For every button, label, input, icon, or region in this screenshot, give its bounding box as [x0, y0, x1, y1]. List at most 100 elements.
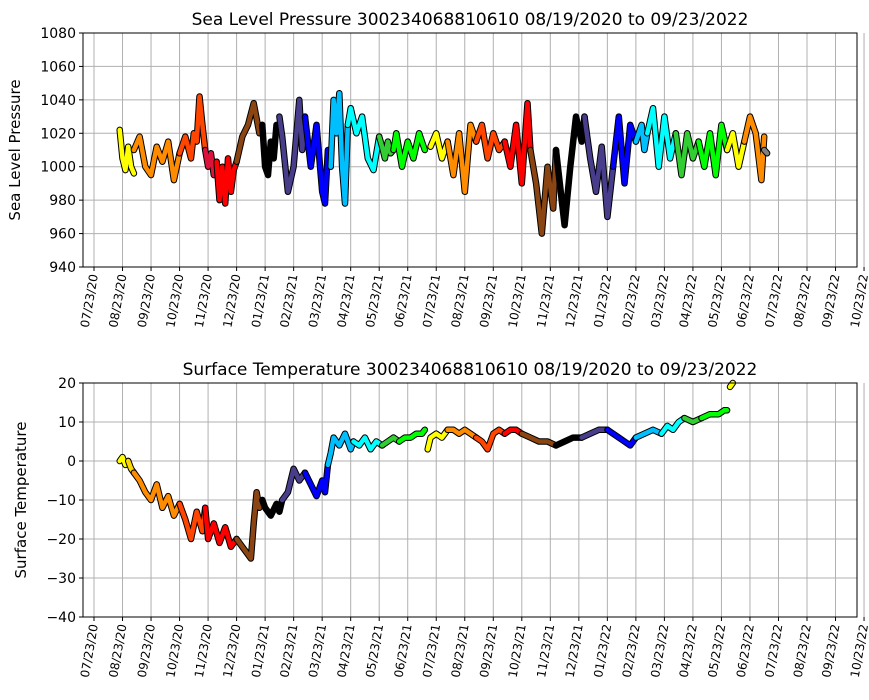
x-tick-label: 07/23/20 — [78, 273, 101, 329]
x-tick-label: 04/23/21 — [334, 623, 357, 679]
x-tick-label: 12/23/20 — [220, 273, 243, 329]
x-tick-label: 09/23/22 — [819, 623, 842, 679]
x-tick-label: 02/23/22 — [620, 273, 643, 329]
x-tick-label: 06/23/21 — [392, 273, 415, 329]
y-tick-label: 1060 — [40, 59, 76, 75]
x-tick-label: 09/23/21 — [477, 273, 500, 329]
x-tick-label: 07/23/20 — [78, 623, 101, 679]
x-tick-label: 03/23/22 — [648, 623, 671, 679]
series-line — [502, 100, 533, 186]
x-tick-label: 11/23/21 — [534, 623, 557, 679]
series-line — [202, 505, 239, 550]
x-tick-label: 10/23/20 — [163, 623, 186, 679]
series-line — [396, 427, 428, 444]
series-line — [582, 114, 616, 220]
y-tick-label: 1020 — [40, 126, 76, 142]
x-tick-label: 10/23/22 — [848, 273, 869, 329]
series-line — [724, 131, 747, 169]
x-tick-label: 06/23/22 — [734, 623, 757, 679]
series-line — [131, 470, 182, 518]
series-line — [260, 497, 285, 518]
y-axis-label: Surface Temperature — [12, 422, 30, 579]
x-tick-label: 07/23/21 — [420, 273, 443, 329]
series-line — [696, 122, 730, 178]
x-tick-label: 07/23/22 — [762, 623, 785, 679]
x-tick-label: 08/23/22 — [791, 273, 814, 329]
series-line — [645, 105, 679, 169]
series-line — [528, 147, 559, 236]
series-line — [699, 408, 730, 421]
series-line — [260, 122, 282, 178]
x-tick-label: 08/23/22 — [791, 623, 814, 679]
x-tick-label: 02/23/21 — [277, 273, 300, 329]
x-tick-label: 11/23/20 — [192, 273, 215, 329]
chart-title: Sea Level Pressure 300234068810610 08/19… — [192, 10, 749, 30]
x-tick-label: 11/23/21 — [534, 273, 557, 329]
x-tick-label: 07/23/22 — [762, 273, 785, 329]
series-line — [502, 427, 525, 436]
y-tick-label: 980 — [49, 193, 76, 209]
x-tick-label: 11/23/20 — [192, 623, 215, 679]
y-tick-label: 1040 — [40, 93, 76, 109]
series-line — [633, 122, 650, 153]
series-line — [325, 431, 356, 468]
x-tick-label: 04/23/22 — [677, 623, 700, 679]
series-line — [379, 435, 402, 448]
y-tick-label: −30 — [46, 571, 76, 587]
series-line — [553, 114, 587, 228]
series-group — [116, 379, 737, 562]
x-tick-label: 01/23/21 — [249, 273, 272, 329]
chart-panel-2: −40 −30 −20 −10 0 10 20 07/23/20 08/23/20 09/23/2… — [12, 360, 869, 679]
chart-title: Surface Temperature 300234068810610 08/1… — [183, 360, 758, 380]
x-tick-label: 10/23/21 — [506, 623, 529, 679]
series-line — [279, 466, 308, 503]
x-tick-label: 02/23/21 — [277, 623, 300, 679]
x-tick-label: 09/23/20 — [135, 623, 158, 679]
x-tick-label: 09/23/21 — [477, 623, 500, 679]
y-tick-label: −20 — [46, 532, 76, 548]
y-tick-label: 1000 — [40, 160, 76, 176]
x-tick-label: 05/23/22 — [705, 623, 728, 679]
x-tick-label: 08/23/21 — [449, 623, 472, 679]
series-line — [428, 131, 450, 161]
series-line — [302, 462, 331, 499]
series-line — [473, 122, 507, 161]
series-line — [673, 131, 701, 178]
series-line — [328, 90, 351, 206]
y-tick-label: 1080 — [40, 26, 76, 42]
series-line — [177, 94, 208, 161]
x-tick-label: 06/23/22 — [734, 273, 757, 329]
x-tick-label: 12/23/21 — [563, 623, 586, 679]
series-line — [391, 131, 428, 169]
series-line — [131, 134, 182, 183]
y-tick-label: −10 — [46, 493, 76, 509]
series-line — [302, 114, 333, 206]
series-line — [610, 114, 639, 186]
x-tick-label: 12/23/20 — [220, 623, 243, 679]
series-line — [425, 427, 450, 452]
x-tick-label: 06/23/21 — [392, 623, 415, 679]
series-line — [177, 501, 208, 542]
x-tick-label: 03/23/22 — [648, 273, 671, 329]
x-tick-label: 08/23/20 — [106, 623, 129, 679]
series-line — [761, 147, 770, 156]
series-line — [633, 427, 664, 440]
series-line — [277, 97, 308, 195]
y-tick-label: 960 — [49, 227, 76, 243]
series-line — [214, 156, 239, 206]
x-tick-label: 05/23/22 — [705, 273, 728, 329]
series-line — [742, 114, 767, 183]
y-tick-label: 0 — [67, 454, 76, 470]
series-line — [659, 415, 687, 436]
x-tick-label: 09/23/20 — [135, 273, 158, 329]
series-line — [605, 427, 639, 448]
x-tick-label: 05/23/21 — [363, 623, 386, 679]
x-tick-label: 01/23/22 — [591, 273, 614, 329]
x-tick-label: 10/23/21 — [506, 273, 529, 329]
x-tick-label: 10/23/20 — [163, 273, 186, 329]
x-tick-label: 04/23/22 — [677, 273, 700, 329]
x-tick-label: 04/23/21 — [334, 273, 357, 329]
series-group — [116, 89, 771, 237]
